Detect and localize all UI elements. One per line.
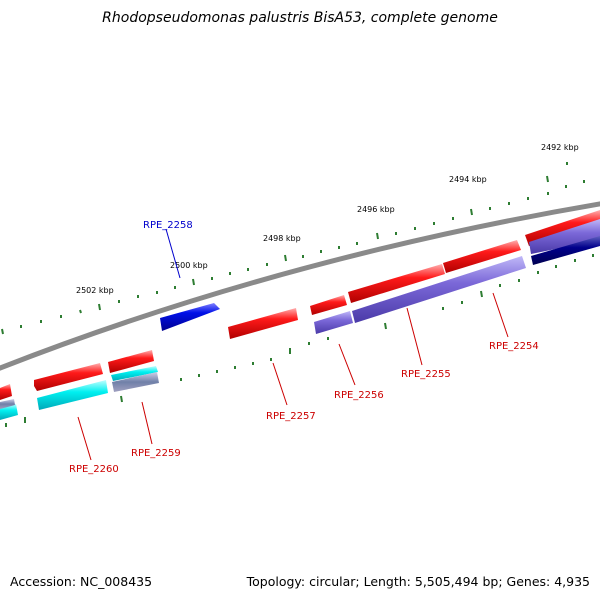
scale-label-2502: 2502 kbp	[76, 286, 114, 295]
forward-genes	[0, 210, 600, 400]
gene-RPE_2258[interactable]	[160, 303, 220, 331]
gene-label-RPE_2259[interactable]: RPE_2259	[131, 448, 181, 459]
feature-grey-left[interactable]	[0, 399, 15, 409]
feature-purple-right[interactable]	[529, 219, 600, 254]
gene-labels: RPE_2258 RPE_2254 RPE_2255 RPE_2256 RPE_…	[69, 220, 539, 475]
leader-lines	[77, 228, 509, 461]
genome-backbone	[0, 201, 600, 371]
scale-label-2494: 2494 kbp	[449, 175, 487, 184]
gene-RPE_2255[interactable]	[348, 264, 445, 303]
gene-RPE_2257[interactable]	[228, 308, 298, 339]
scale-label-2498: 2498 kbp	[263, 234, 301, 243]
gene-partial-left[interactable]	[0, 384, 12, 400]
gene-RPE_2254[interactable]	[443, 240, 521, 273]
gene-label-RPE_2258[interactable]: RPE_2258	[143, 220, 193, 231]
feature-grey-2259[interactable]	[112, 372, 159, 392]
gene-label-RPE_2260[interactable]: RPE_2260	[69, 464, 119, 475]
scale-label-2492: 2492 kbp	[541, 143, 579, 152]
feature-track	[0, 219, 600, 420]
scale-label-2496: 2496 kbp	[357, 205, 395, 214]
scale-label-2500: 2500 kbp	[170, 261, 208, 270]
gene-RPE_2260[interactable]	[34, 363, 103, 391]
gene-label-RPE_2255[interactable]: RPE_2255	[401, 369, 451, 380]
feature-purple-2256[interactable]	[314, 311, 353, 334]
feature-cyan-2260[interactable]	[37, 380, 108, 410]
inner-scale-ticks	[5, 254, 594, 427]
feature-cyan-left[interactable]	[0, 404, 18, 420]
feature-navy-right[interactable]	[531, 236, 600, 265]
feature-purple-2255-2254[interactable]	[352, 256, 526, 323]
gene-label-RPE_2256[interactable]: RPE_2256	[334, 390, 384, 401]
feature-cyan-2259[interactable]	[111, 366, 158, 381]
gene-label-RPE_2257[interactable]: RPE_2257	[266, 411, 316, 422]
outer-scale-ticks	[1, 162, 585, 335]
gene-RPE_2256[interactable]	[310, 295, 347, 315]
gene-RPE_2259[interactable]	[108, 350, 154, 373]
genome-title: Rhodopseudomonas palustris BisA53, compl…	[102, 10, 498, 26]
accession-text: Accession: NC_008435	[10, 574, 153, 589]
gene-label-RPE_2254[interactable]: RPE_2254	[489, 341, 539, 352]
topology-text: Topology: circular; Length: 5,505,494 bp…	[246, 574, 590, 589]
gene-right-edge[interactable]	[525, 210, 600, 246]
